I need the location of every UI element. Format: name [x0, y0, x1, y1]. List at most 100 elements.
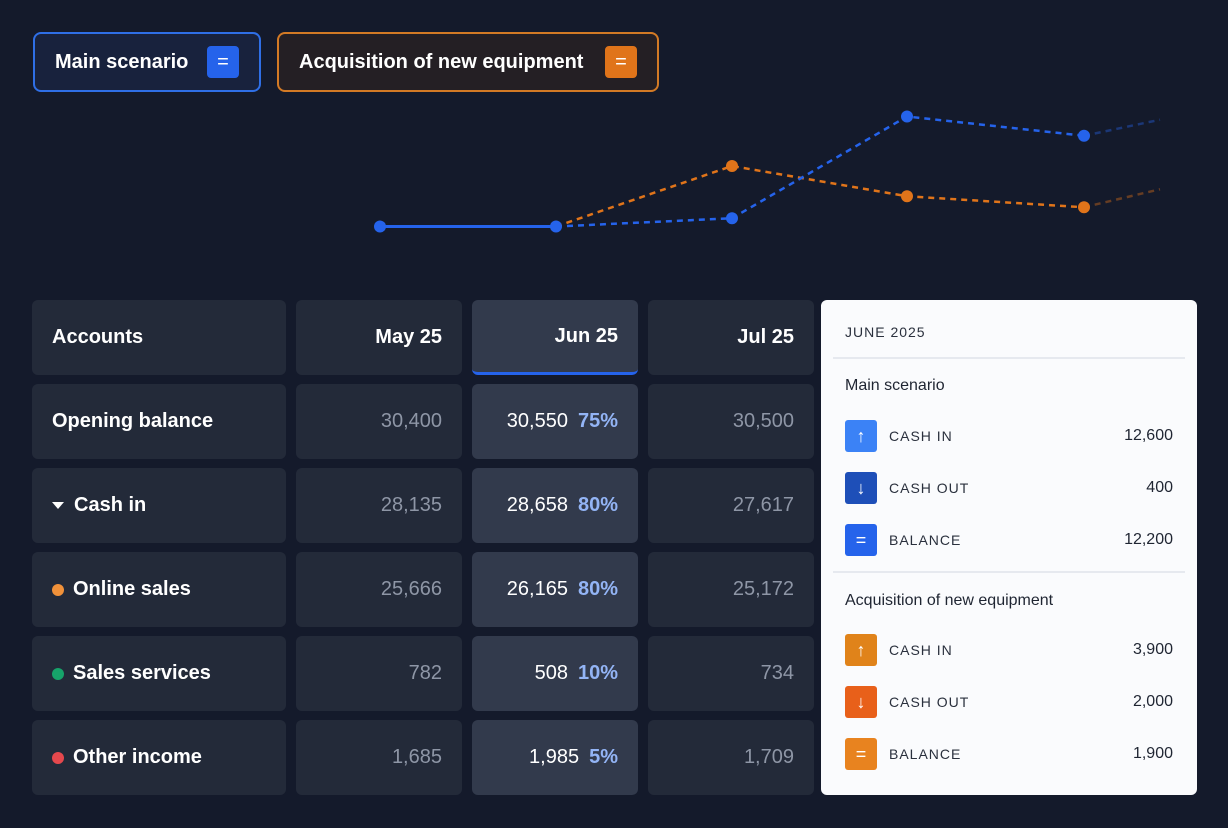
main-point — [901, 110, 913, 123]
scenario-line-chart — [374, 110, 1161, 233]
panel-title: JUNE 2025 — [845, 324, 926, 340]
equals-icon: = — [605, 46, 637, 78]
month-header-may[interactable]: May 25 — [296, 300, 462, 375]
panel-row-acq-cash-out: ↓ CASH OUT 2,000 — [845, 686, 1173, 718]
equals-icon: = — [207, 46, 239, 78]
cell-value: 1,685 — [391, 746, 442, 768]
cell-value: 508 — [534, 662, 568, 684]
cell-percent: 80% — [577, 494, 618, 516]
cell-percent: 10% — [577, 662, 618, 684]
panel-row-label: BALANCE — [889, 746, 962, 762]
panel-row-value: 12,600 — [1124, 427, 1173, 444]
table-cell[interactable]: 25,666 — [296, 552, 462, 627]
table-cell[interactable]: 1,685 — [296, 720, 462, 795]
cell-value: 1,709 — [743, 746, 794, 768]
row-label-opening-balance: Opening balance — [32, 384, 286, 459]
table-cell-selected[interactable]: 1,985 5% — [472, 720, 638, 795]
table-cell[interactable]: 25,172 — [648, 552, 814, 627]
row-label-other-income: Other income — [32, 720, 286, 795]
cell-value: 1,985 — [529, 746, 580, 768]
month-header-label: Jun 25 — [554, 324, 618, 347]
panel-row-acq-cash-in: ↑ CASH IN 3,900 — [845, 634, 1173, 666]
row-label: Cash in — [74, 494, 147, 516]
acquisition-scenario-chip[interactable]: Acquisition of new equipment = — [277, 32, 659, 92]
category-dot-icon — [52, 583, 64, 596]
panel-scenario-name: Acquisition of new equipment — [845, 592, 1054, 609]
cell-value: 782 — [408, 662, 442, 684]
table-cell[interactable]: 28,135 — [296, 468, 462, 543]
main-point — [374, 220, 386, 233]
month-header-jun[interactable]: Jun 25 — [472, 300, 638, 375]
acquisition-scenario-label: Acquisition of new equipment — [299, 50, 584, 73]
row-label-sales-services: Sales services — [32, 636, 286, 711]
accounts-header-label: Accounts — [52, 326, 144, 348]
row-label: Opening balance — [52, 410, 214, 432]
table-cell-selected[interactable]: 508 10% — [472, 636, 638, 711]
row-label-cash-in[interactable]: Cash in — [32, 468, 286, 543]
panel-scenario-name: Main scenario — [845, 377, 945, 394]
cell-percent: 80% — [577, 578, 618, 600]
table-cell-selected[interactable]: 28,658 80% — [472, 468, 638, 543]
acquisition-point — [901, 190, 913, 203]
cell-value: 26,165 — [506, 578, 568, 600]
cell-value: 25,666 — [380, 578, 442, 600]
cell-value: 28,135 — [380, 494, 442, 516]
cell-value: 25,172 — [732, 578, 794, 600]
panel-row-label: BALANCE — [889, 532, 962, 548]
table-cell[interactable]: 734 — [648, 636, 814, 711]
month-header-label: Jul 25 — [737, 326, 794, 348]
arrow-down-icon: ↓ — [845, 686, 877, 718]
panel-row-value: 400 — [1146, 479, 1173, 496]
table-cell-selected[interactable]: 26,165 80% — [472, 552, 638, 627]
panel-row-label: CASH IN — [889, 642, 953, 658]
divider — [833, 571, 1185, 573]
accounts-header: Accounts — [32, 300, 286, 375]
panel-row-value: 1,900 — [1132, 745, 1173, 762]
cell-value: 30,500 — [732, 410, 794, 432]
month-detail-panel: JUNE 2025 Main scenario ↑ CASH IN 12,600… — [821, 300, 1197, 795]
row-label: Other income — [73, 746, 202, 768]
row-label: Online sales — [73, 578, 191, 600]
table-cell[interactable]: 30,400 — [296, 384, 462, 459]
table-cell-selected[interactable]: 30,550 75% — [472, 384, 638, 459]
cell-percent: 5% — [589, 746, 618, 768]
main-point — [1078, 129, 1090, 142]
category-dot-icon — [52, 751, 64, 764]
acquisition-point — [1078, 201, 1090, 214]
acquisition-point — [726, 160, 738, 172]
arrow-down-icon: ↓ — [845, 472, 877, 504]
table-cell[interactable]: 782 — [296, 636, 462, 711]
panel-row-main-cash-out: ↓ CASH OUT 400 — [845, 472, 1173, 504]
acquisition-series-tail — [1083, 188, 1161, 209]
main-scenario-label: Main scenario — [55, 50, 189, 73]
panel-row-main-balance: = BALANCE 12,200 — [845, 524, 1173, 556]
equals-icon: = — [845, 524, 877, 556]
cell-value: 28,658 — [506, 494, 568, 516]
arrow-up-icon: ↑ — [845, 420, 877, 452]
month-header-label: May 25 — [375, 326, 442, 348]
cell-percent: 75% — [577, 410, 618, 432]
main-series-tail — [1083, 118, 1161, 137]
table-cell[interactable]: 30,500 — [648, 384, 814, 459]
panel-row-label: CASH OUT — [889, 480, 970, 496]
cell-value: 734 — [760, 662, 794, 684]
main-point — [726, 212, 738, 225]
panel-row-acq-balance: = BALANCE 1,900 — [845, 738, 1173, 770]
row-label-online-sales: Online sales — [32, 552, 286, 627]
panel-row-main-cash-in: ↑ CASH IN 12,600 — [845, 420, 1173, 452]
panel-row-value: 12,200 — [1124, 531, 1173, 548]
acquisition-series-line — [555, 164, 1085, 228]
divider — [833, 357, 1185, 359]
main-series-line — [555, 115, 1085, 228]
month-header-jul[interactable]: Jul 25 — [648, 300, 814, 375]
table-cell[interactable]: 1,709 — [648, 720, 814, 795]
panel-row-value: 2,000 — [1132, 693, 1173, 710]
panel-row-label: CASH IN — [889, 428, 953, 444]
caret-down-icon[interactable] — [52, 502, 64, 509]
category-dot-icon — [52, 667, 64, 680]
cell-value: 30,550 — [506, 410, 568, 432]
panel-row-label: CASH OUT — [889, 694, 970, 710]
main-scenario-chip[interactable]: Main scenario = — [33, 32, 261, 92]
cell-value: 30,400 — [380, 410, 442, 432]
table-cell[interactable]: 27,617 — [648, 468, 814, 543]
